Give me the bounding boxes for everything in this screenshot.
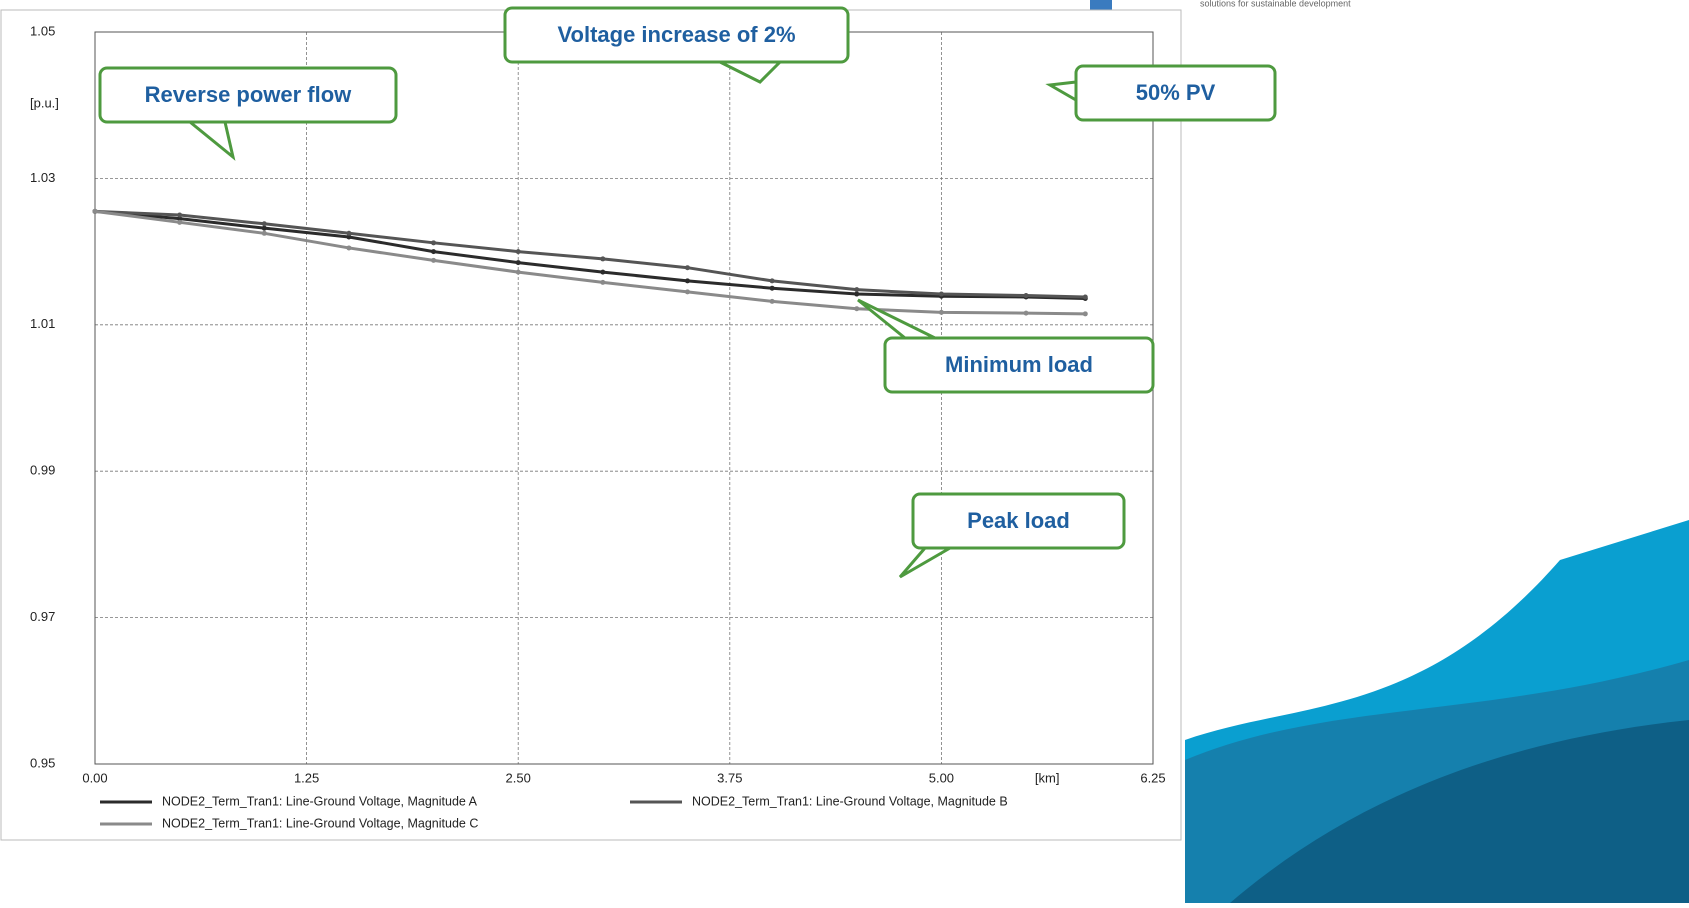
data-point: [516, 249, 521, 254]
data-point: [262, 231, 267, 236]
data-point: [431, 249, 436, 254]
data-point: [1024, 311, 1029, 316]
x-tick-label: 2.50: [506, 770, 531, 785]
data-point: [854, 287, 859, 292]
data-point: [516, 270, 521, 275]
y-tick-label: 1.03: [30, 170, 55, 185]
data-point: [685, 289, 690, 294]
data-point: [262, 226, 267, 231]
data-point: [431, 258, 436, 263]
data-point: [516, 260, 521, 265]
chart-frame: [1, 10, 1181, 840]
legend-label: NODE2_Term_Tran1: Line-Ground Voltage, M…: [162, 816, 478, 830]
callout-text: Peak load: [967, 508, 1070, 533]
x-tick-label: 3.75: [717, 770, 742, 785]
data-point: [770, 278, 775, 283]
data-point: [600, 280, 605, 285]
slide: solutions for sustainable development 0.…: [0, 0, 1689, 903]
data-point: [600, 270, 605, 275]
data-point: [854, 292, 859, 297]
callout-text: Voltage increase of 2%: [557, 22, 795, 47]
data-point: [177, 220, 182, 225]
x-tick-label: 5.00: [929, 770, 954, 785]
data-point: [177, 213, 182, 218]
data-point: [685, 278, 690, 283]
y-tick-label: 1.01: [30, 316, 55, 331]
y-axis-label: [p.u.]: [30, 95, 59, 110]
data-point: [1024, 293, 1029, 298]
data-point: [1083, 294, 1088, 299]
data-point: [600, 256, 605, 261]
data-point: [770, 299, 775, 304]
y-tick-label: 1.05: [30, 23, 55, 38]
legend-label: NODE2_Term_Tran1: Line-Ground Voltage, M…: [692, 794, 1008, 808]
data-point: [854, 306, 859, 311]
callout-text: 50% PV: [1136, 80, 1216, 105]
data-point: [93, 209, 98, 214]
y-tick-label: 0.97: [30, 609, 55, 624]
callout-text: Minimum load: [945, 352, 1093, 377]
data-point: [939, 292, 944, 297]
legend-label: NODE2_Term_Tran1: Line-Ground Voltage, M…: [162, 794, 478, 808]
data-point: [1083, 311, 1088, 316]
tagline: solutions for sustainable development: [1200, 0, 1351, 8]
data-point: [262, 221, 267, 226]
x-tick-label: 6.25: [1140, 770, 1165, 785]
callout-text: Reverse power flow: [145, 82, 353, 107]
data-point: [685, 265, 690, 270]
y-tick-label: 0.99: [30, 463, 55, 478]
data-point: [346, 245, 351, 250]
data-point: [770, 286, 775, 291]
x-tick-label: 0.00: [82, 770, 107, 785]
y-tick-label: 0.95: [30, 755, 55, 770]
data-point: [346, 231, 351, 236]
x-tick-label: 1.25: [294, 770, 319, 785]
data-point: [939, 310, 944, 315]
data-point: [431, 240, 436, 245]
x-axis-label: [km]: [1035, 770, 1060, 785]
